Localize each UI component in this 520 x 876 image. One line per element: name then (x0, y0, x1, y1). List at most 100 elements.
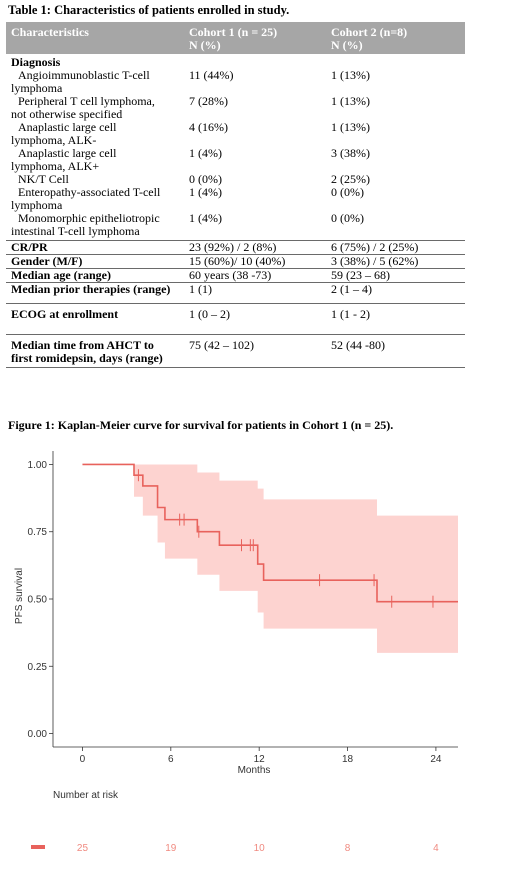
header-cohort-2: Cohort 2 (n=8) N (%) (326, 22, 465, 54)
risk-table: 25 19 10 8 4 (77, 843, 439, 854)
risk-legend-swatch (31, 845, 45, 849)
row-label: Angioimmunoblastic T-cell lymphoma (6, 69, 184, 95)
row-label: CR/PR (6, 240, 184, 255)
row-label: Peripheral T cell lymphoma, not otherwise… (6, 95, 184, 121)
cell-cohort-2: 3 (38%) / 5 (62%) (326, 254, 465, 269)
table-row: Enteropathy-associated T-cell lymphoma 1 … (6, 186, 465, 212)
row-label: Monomorphic epitheliotropic intestinal T-… (6, 212, 184, 241)
x-tick-label: 6 (168, 754, 174, 765)
row-label-line: Enteropathy-associated T-cell (18, 185, 161, 199)
cell-cohort-2: 52 (44 -80) (326, 334, 465, 368)
number-at-risk-label: Number at risk (53, 790, 119, 801)
row-label-line: Angioimmunoblastic T-cell (18, 68, 150, 82)
header-cohort-1-title: Cohort 1 (n = 25) (189, 25, 278, 39)
cell-cohort-1: 1 (4%) (189, 146, 222, 160)
characteristics-table: Characteristics Cohort 1 (n = 25) N (%) … (6, 22, 465, 368)
row-label-line: lymphoma, ALK+ (11, 159, 100, 173)
cell-cohort-1: 75 (42 – 102) (184, 334, 326, 368)
row-label-line: first romidepsin, days (range) (11, 351, 163, 365)
cell-cohort-2: 6 (75%) / 2 (25%) (326, 240, 465, 255)
risk-count: 4 (433, 843, 439, 854)
cell-cohort-1: 4 (16%) (189, 120, 228, 134)
cell-cohort-2: 2 (25%) (331, 172, 370, 186)
y-tick-label: 1.00 (28, 460, 48, 471)
confidence-interval-area (82, 464, 459, 653)
survival-step-line (82, 463, 458, 603)
cell-cohort-1: 1 (0 – 2) (184, 303, 326, 335)
row-label: NK/T Cell (6, 173, 184, 186)
survival-curve (82, 463, 458, 603)
y-tick-label: 0.25 (28, 662, 48, 673)
x-axis-label: Months (238, 765, 271, 776)
header-characteristics: Characteristics (6, 22, 184, 54)
table-header-row: Characteristics Cohort 1 (n = 25) N (%) … (6, 22, 465, 54)
row-label-line: lymphoma, ALK- (11, 133, 97, 147)
row-label-line: not otherwise specified (11, 107, 123, 121)
header-cohort-2-unit: N (%) (331, 38, 363, 52)
y-tick-label: 0.75 (28, 527, 48, 538)
table-row: Monomorphic epitheliotropic intestinal T-… (6, 212, 465, 241)
table-row: NK/T Cell 0 (0%) 2 (25%) (6, 173, 465, 186)
table-row: Gender (M/F) 15 (60%)/ 10 (40%) 3 (38%) … (6, 254, 465, 269)
x-tick-label: 18 (342, 754, 354, 765)
row-label-line: intestinal T-cell lymphoma (11, 224, 140, 238)
x-tick-label: 12 (254, 754, 266, 765)
table-title: Table 1: Characteristics of patients enr… (8, 3, 290, 17)
row-label-line: NK/T Cell (18, 172, 69, 186)
row-label: Gender (M/F) (6, 254, 184, 269)
risk-count: 25 (77, 843, 89, 854)
table-row: Anaplastic large cell lymphoma, ALK- 4 (1… (6, 121, 465, 147)
y-axis: 0.00 0.25 0.50 0.75 1.00 (28, 451, 54, 747)
cell-cohort-2: 1 (13%) (331, 68, 370, 82)
cell-cohort-2: 0 (0%) (331, 185, 364, 199)
row-label-line: lymphoma (11, 198, 63, 212)
row-label-line: Anaplastic large cell (18, 120, 117, 134)
table-row: ECOG at enrollment 1 (0 – 2) 1 (1 - 2) (6, 303, 465, 335)
row-label-line: Median time from AHCT to (11, 338, 154, 352)
cell-cohort-1: 15 (60%)/ 10 (40%) (184, 254, 326, 269)
cell-cohort-1: 11 (44%) (189, 68, 234, 82)
row-label: Anaplastic large cell lymphoma, ALK- (6, 121, 184, 147)
table-row: Diagnosis (6, 54, 465, 69)
table-row: Median time from AHCT to first romidepsin… (6, 334, 465, 368)
risk-count: 10 (254, 843, 266, 854)
table-row: Anaplastic large cell lymphoma, ALK+ 1 (4… (6, 147, 465, 173)
cell-cohort-2: 59 (23 – 68) (326, 268, 465, 283)
row-label: Enteropathy-associated T-cell lymphoma (6, 186, 184, 212)
km-chart: 0.00 0.25 0.50 0.75 1.00 0 6 12 18 24 PFS surviv… (14, 451, 459, 854)
x-tick-label: 0 (80, 754, 86, 765)
row-label: ECOG at enrollment (6, 303, 184, 335)
row-label: Median time from AHCT to first romidepsin… (6, 334, 184, 368)
cell-cohort-2: 0 (0%) (331, 211, 364, 225)
risk-count: 8 (345, 843, 351, 854)
cell-cohort-1: 1 (4%) (189, 185, 222, 199)
figure-title: Figure 1: Kaplan-Meier curve for surviva… (8, 418, 394, 432)
risk-count: 19 (165, 843, 177, 854)
row-label: Median prior therapies (range) (6, 282, 184, 304)
cell-cohort-2: 2 (1 – 4) (326, 282, 465, 304)
row-label-line: Peripheral T cell lymphoma, (18, 94, 155, 108)
x-axis: 0 6 12 18 24 (53, 746, 458, 765)
header-cohort-1-unit: N (%) (189, 38, 221, 52)
header-cohort-1: Cohort 1 (n = 25) N (%) (184, 22, 326, 54)
table-row: Peripheral T cell lymphoma, not otherwise… (6, 95, 465, 121)
cell-cohort-2: 1 (13%) (331, 120, 370, 134)
cell-cohort-1: 1 (4%) (189, 211, 222, 225)
diagnosis-label: Diagnosis (11, 55, 61, 69)
cell-cohort-2: 1 (1 - 2) (326, 303, 465, 335)
row-label-line: Monomorphic epitheliotropic (18, 211, 160, 225)
cell-cohort-1: 7 (28%) (189, 94, 228, 108)
header-cohort-2-title: Cohort 2 (n=8) (331, 25, 408, 39)
y-tick-label: 0.00 (28, 729, 48, 740)
censor-marks (137, 469, 434, 608)
row-label: Anaplastic large cell lymphoma, ALK+ (6, 147, 184, 173)
cell-cohort-1: 0 (0%) (189, 172, 222, 186)
x-tick-label: 24 (430, 754, 442, 765)
confidence-band (82, 464, 459, 653)
table-row: CR/PR 23 (92%) / 2 (8%) 6 (75%) / 2 (25%… (6, 240, 465, 255)
table-row: Angioimmunoblastic T-cell lymphoma 11 (44… (6, 69, 465, 95)
row-label-line: lymphoma (11, 81, 63, 95)
table-row: Median age (range) 60 years (38 -73) 59 … (6, 268, 465, 283)
cell-cohort-1: 60 years (38 -73) (184, 268, 326, 283)
cell-cohort-2: 3 (38%) (331, 146, 370, 160)
